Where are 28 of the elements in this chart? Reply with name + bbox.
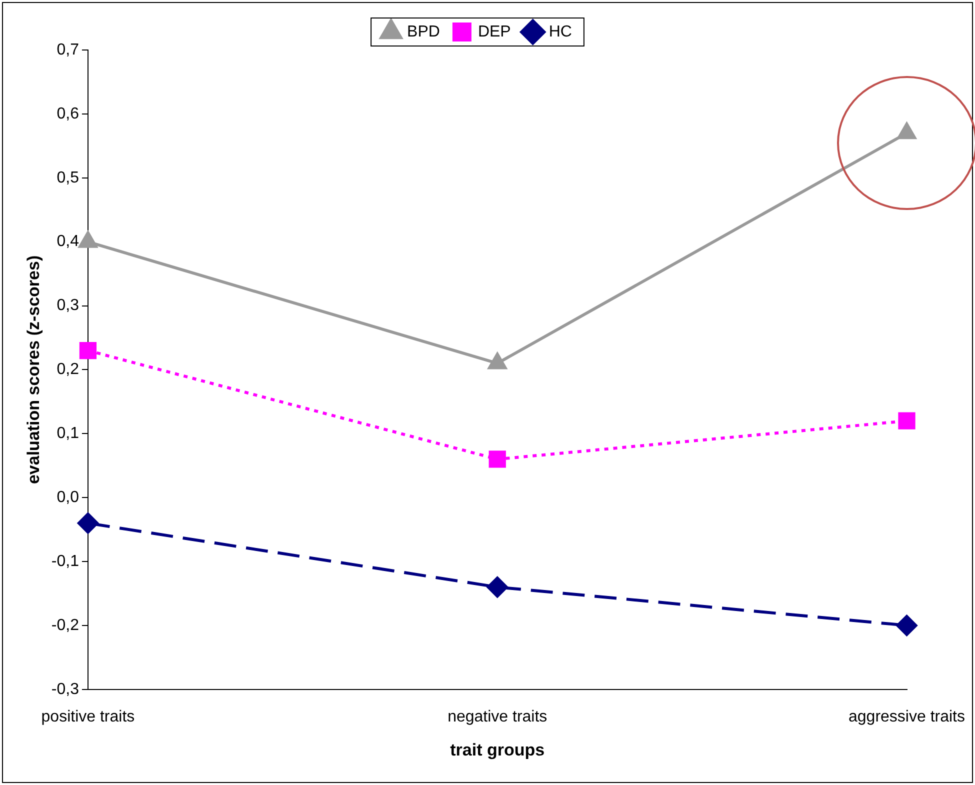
- point: [77, 512, 98, 534]
- legend-label: BPD: [407, 23, 440, 40]
- x-tick-label: aggressive traits: [848, 708, 966, 726]
- point: [898, 412, 916, 430]
- point: [79, 342, 97, 360]
- y-tick-label: 0,6: [56, 105, 80, 122]
- legend-label: HC: [548, 23, 572, 40]
- y-axis-title: evaluation scores (z-scores): [24, 255, 43, 484]
- y-tick-label: -0,3: [51, 680, 80, 698]
- point: [488, 352, 507, 370]
- y-tick-label: 0,1: [56, 425, 80, 442]
- y-tick-label: -0,2: [51, 616, 80, 634]
- y-tick-label: 0,4: [56, 233, 80, 250]
- point: [486, 576, 508, 598]
- y-tick-label: 0,7: [56, 41, 80, 58]
- y-tick-label: -0,1: [51, 552, 80, 570]
- point: [488, 450, 506, 468]
- y-tick-label: 0,5: [56, 169, 80, 186]
- point: [897, 122, 916, 140]
- point: [78, 231, 98, 248]
- x-axis-title: trait groups: [450, 740, 545, 760]
- x-tick-label: negative traits: [448, 708, 548, 726]
- legend-label: DEP: [478, 23, 511, 40]
- x-tick-label: positive traits: [41, 708, 135, 726]
- point: [896, 614, 918, 636]
- y-tick-label: 0,3: [56, 297, 80, 314]
- y-tick-label: 0,0: [56, 488, 80, 506]
- y-tick-label: 0,2: [56, 361, 80, 378]
